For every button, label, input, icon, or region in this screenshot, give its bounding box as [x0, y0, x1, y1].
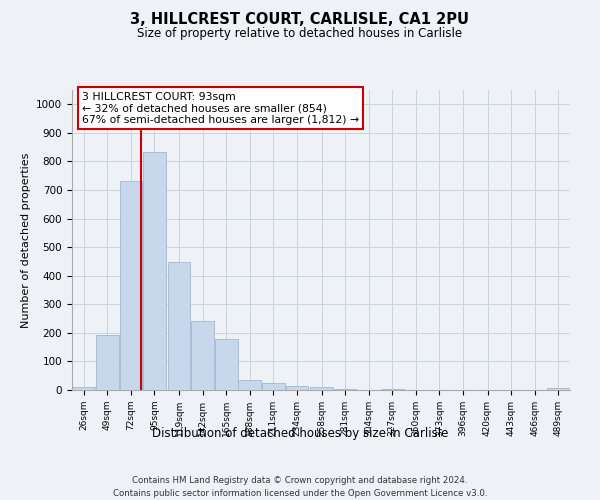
Bar	[168, 262, 190, 390]
Bar	[381, 388, 404, 390]
Bar	[119, 180, 142, 390]
Text: 3 HILLCREST COURT: 93sqm
← 32% of detached houses are smaller (854)
67% of semi-: 3 HILLCREST COURT: 93sqm ← 32% of detach…	[82, 92, 359, 124]
Bar	[143, 152, 166, 390]
Bar	[547, 388, 569, 390]
Text: Contains HM Land Registry data © Crown copyright and database right 2024.: Contains HM Land Registry data © Crown c…	[132, 476, 468, 485]
Text: Size of property relative to detached houses in Carlisle: Size of property relative to detached ho…	[137, 28, 463, 40]
Bar	[310, 387, 333, 390]
Bar	[73, 387, 95, 390]
Text: Distribution of detached houses by size in Carlisle: Distribution of detached houses by size …	[152, 428, 448, 440]
Bar	[238, 380, 261, 390]
Text: Contains public sector information licensed under the Open Government Licence v3: Contains public sector information licen…	[113, 489, 487, 498]
Bar	[286, 386, 308, 390]
Bar	[262, 383, 285, 390]
Bar	[191, 321, 214, 390]
Text: 3, HILLCREST COURT, CARLISLE, CA1 2PU: 3, HILLCREST COURT, CARLISLE, CA1 2PU	[131, 12, 470, 28]
Y-axis label: Number of detached properties: Number of detached properties	[20, 152, 31, 328]
Bar	[96, 335, 119, 390]
Bar	[215, 339, 238, 390]
